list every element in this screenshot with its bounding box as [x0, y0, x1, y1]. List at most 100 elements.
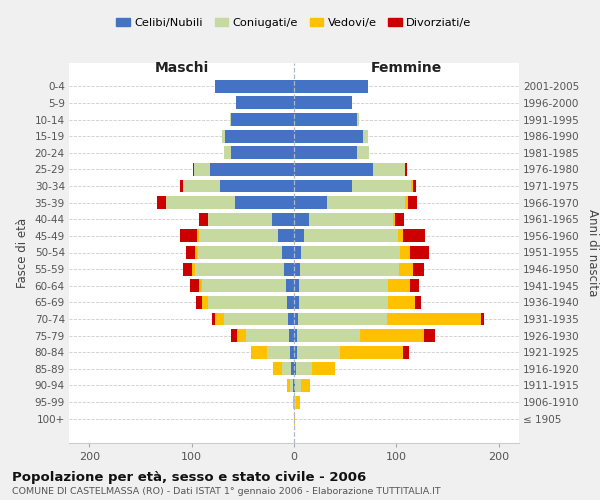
- Bar: [182, 180, 220, 192]
- Bar: [298, 312, 387, 326]
- Bar: [194, 163, 210, 176]
- Bar: [272, 362, 282, 376]
- Bar: [181, 180, 182, 192]
- Bar: [340, 346, 403, 358]
- Bar: [208, 213, 271, 226]
- Bar: [294, 312, 298, 326]
- Bar: [481, 312, 484, 326]
- Bar: [388, 296, 415, 309]
- Bar: [182, 262, 192, 276]
- Bar: [224, 312, 288, 326]
- Bar: [301, 379, 310, 392]
- Bar: [294, 262, 300, 276]
- Bar: [413, 180, 416, 192]
- Bar: [294, 163, 373, 176]
- Bar: [235, 196, 294, 209]
- Bar: [236, 96, 294, 110]
- Bar: [299, 280, 388, 292]
- Bar: [290, 346, 294, 358]
- Bar: [294, 213, 310, 226]
- Bar: [299, 296, 388, 309]
- Bar: [288, 312, 294, 326]
- Bar: [289, 329, 294, 342]
- Bar: [294, 196, 327, 209]
- Bar: [226, 130, 294, 142]
- Y-axis label: Fasce di età: Fasce di età: [16, 218, 29, 288]
- Bar: [297, 329, 361, 342]
- Bar: [193, 163, 194, 176]
- Bar: [195, 262, 284, 276]
- Bar: [300, 262, 400, 276]
- Bar: [278, 230, 294, 242]
- Bar: [406, 163, 407, 176]
- Bar: [294, 412, 295, 425]
- Bar: [212, 312, 215, 326]
- Bar: [223, 130, 226, 142]
- Bar: [215, 80, 294, 92]
- Bar: [287, 379, 290, 392]
- Bar: [271, 213, 294, 226]
- Bar: [293, 396, 294, 408]
- Bar: [230, 146, 294, 159]
- Bar: [251, 346, 268, 358]
- Bar: [202, 280, 286, 292]
- Bar: [395, 213, 404, 226]
- Bar: [157, 196, 166, 209]
- Bar: [268, 346, 290, 358]
- Bar: [197, 230, 199, 242]
- Bar: [286, 280, 294, 292]
- Bar: [415, 296, 421, 309]
- Bar: [208, 296, 287, 309]
- Y-axis label: Anni di nascita: Anni di nascita: [586, 209, 599, 296]
- Bar: [237, 329, 246, 342]
- Bar: [290, 379, 293, 392]
- Bar: [192, 262, 195, 276]
- Bar: [294, 130, 362, 142]
- Text: COMUNE DI CASTELMASSA (RO) - Dati ISTAT 1° gennaio 2006 - Elaborazione TUTTITALI: COMUNE DI CASTELMASSA (RO) - Dati ISTAT …: [12, 486, 440, 496]
- Bar: [294, 362, 296, 376]
- Bar: [199, 280, 202, 292]
- Bar: [230, 329, 237, 342]
- Bar: [413, 262, 424, 276]
- Bar: [358, 146, 368, 159]
- Bar: [407, 196, 417, 209]
- Bar: [199, 230, 278, 242]
- Bar: [196, 296, 202, 309]
- Bar: [287, 296, 294, 309]
- Bar: [294, 146, 358, 159]
- Bar: [296, 362, 313, 376]
- Bar: [294, 246, 301, 259]
- Bar: [304, 230, 398, 242]
- Bar: [352, 180, 410, 192]
- Bar: [181, 230, 197, 242]
- Text: Popolazione per età, sesso e stato civile - 2006: Popolazione per età, sesso e stato civil…: [12, 471, 366, 484]
- Bar: [294, 280, 299, 292]
- Bar: [388, 280, 410, 292]
- Bar: [282, 246, 294, 259]
- Bar: [400, 246, 410, 259]
- Bar: [294, 296, 299, 309]
- Bar: [293, 379, 294, 392]
- Bar: [406, 196, 407, 209]
- Bar: [220, 180, 294, 192]
- Bar: [410, 180, 413, 192]
- Bar: [282, 362, 291, 376]
- Bar: [294, 80, 368, 92]
- Bar: [410, 280, 419, 292]
- Text: Femmine: Femmine: [371, 60, 442, 74]
- Bar: [166, 196, 235, 209]
- Bar: [294, 230, 304, 242]
- Bar: [327, 196, 406, 209]
- Bar: [294, 180, 352, 192]
- Bar: [393, 213, 395, 226]
- Bar: [294, 113, 358, 126]
- Bar: [224, 146, 230, 159]
- Bar: [294, 379, 295, 392]
- Bar: [410, 246, 429, 259]
- Bar: [424, 329, 435, 342]
- Bar: [301, 246, 400, 259]
- Bar: [403, 230, 425, 242]
- Legend: Celibi/Nubili, Coniugati/e, Vedovi/e, Divorziati/e: Celibi/Nubili, Coniugati/e, Vedovi/e, Di…: [112, 13, 476, 32]
- Bar: [215, 312, 224, 326]
- Bar: [361, 329, 424, 342]
